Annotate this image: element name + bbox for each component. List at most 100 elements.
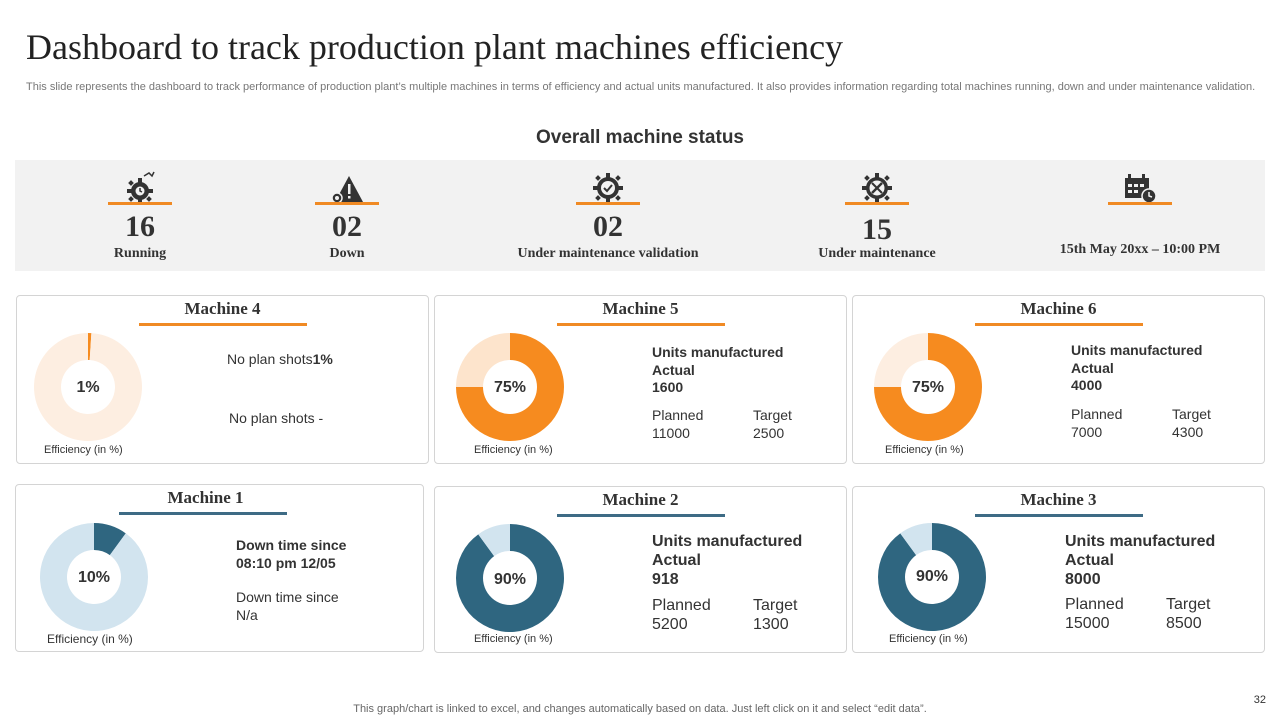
donut-slice-efficiency — [874, 333, 982, 441]
planned-value: 5200 — [652, 616, 688, 633]
gear-running-icon — [127, 171, 155, 204]
donut-slice-remaining — [900, 523, 932, 556]
donut-slice-efficiency — [88, 333, 92, 361]
actual-label: Actual — [652, 552, 701, 569]
target-label: Target — [753, 407, 792, 423]
title-underline — [974, 323, 1143, 326]
machine-6-percent: 75% — [911, 379, 945, 396]
status-running: 16 Running — [15, 160, 265, 271]
down-label: Down — [329, 246, 365, 261]
efficiency-label: Efficiency (in %) — [889, 633, 968, 645]
page-subtitle: This slide represents the dashboard to t… — [26, 81, 1256, 93]
machine-4-card: Machine 4 1% Efficiency (in %) No plan s… — [16, 295, 429, 464]
machine-1-title: Machine 1 — [167, 488, 244, 507]
status-down: 02 Down — [222, 160, 472, 271]
target-value: 1300 — [753, 616, 789, 633]
machine-4-donut — [33, 333, 142, 441]
target-value: 8500 — [1166, 615, 1202, 632]
title-underline — [138, 323, 307, 326]
planned-label: Planned — [1071, 406, 1123, 422]
no-plan-shots-line: No plan shots1% — [227, 350, 333, 368]
machine-2-card: Machine 2 90% Efficiency (in %) Units ma… — [434, 486, 847, 653]
machine-3-card: Machine 3 90% Efficiency (in %) Units ma… — [852, 486, 1265, 653]
title-underline — [556, 514, 725, 517]
status-rule — [845, 202, 909, 205]
maintenance-label: Under maintenance — [818, 246, 936, 261]
machine-5-donut — [456, 333, 564, 441]
machine-5-percent: 75% — [493, 379, 527, 396]
validation-label: Under maintenance validation — [517, 246, 699, 261]
running-label: Running — [113, 246, 167, 261]
running-count: 16 — [125, 210, 155, 243]
donut-slice-efficiency — [878, 523, 986, 631]
down-time-value-2: N/a — [236, 607, 258, 623]
title-underline — [974, 514, 1143, 517]
down-count: 02 — [332, 210, 362, 243]
gear-tools-icon — [862, 173, 892, 203]
status-under-maintenance: 15 Under maintenance — [752, 160, 1002, 271]
no-plan-shots-value: 1% — [312, 351, 333, 367]
donut-slice-remaining — [478, 524, 510, 557]
validation-count: 02 — [593, 210, 623, 243]
footer-note: This graph/chart is linked to excel, and… — [353, 703, 927, 715]
donut-slice-remaining — [456, 333, 510, 387]
donut-slice-efficiency — [94, 523, 126, 556]
maintenance-count: 15 — [862, 213, 892, 246]
calendar-clock-icon — [1125, 174, 1157, 204]
machine-1-percent: 10% — [77, 569, 111, 586]
status-rule — [576, 202, 640, 205]
status-rule — [1108, 202, 1172, 205]
actual-label: Actual — [1071, 360, 1114, 376]
efficiency-label: Efficiency (in %) — [885, 444, 964, 456]
machine-2-percent: 90% — [493, 571, 527, 588]
donut-slice-efficiency — [456, 333, 564, 441]
planned-value: 7000 — [1071, 424, 1103, 440]
actual-value: 4000 — [1071, 377, 1103, 393]
machine-6-donut — [874, 333, 982, 441]
actual-label: Actual — [1065, 552, 1114, 569]
machine-2-title: Machine 2 — [602, 490, 679, 509]
status-rule — [315, 202, 379, 205]
machine-3-percent: 90% — [915, 568, 949, 585]
planned-value: 11000 — [652, 425, 690, 441]
efficiency-label: Efficiency (in %) — [44, 444, 123, 456]
no-plan-shots-line-2: No plan shots - — [229, 410, 324, 426]
gear-check-icon — [593, 173, 623, 203]
machine-2-donut — [456, 524, 564, 632]
status-rule — [108, 202, 172, 205]
down-time-value: 08:10 pm 12/05 — [236, 555, 336, 571]
machine-4-percent: 1% — [76, 379, 100, 396]
units-manufactured-title: Units manufactured — [652, 533, 803, 550]
efficiency-label: Efficiency (in %) — [474, 633, 553, 645]
no-plan-shots-label: No plan shots — [227, 351, 313, 367]
target-value: 2500 — [753, 425, 785, 441]
donut-slice-remaining — [874, 333, 928, 387]
target-label: Target — [753, 597, 798, 614]
down-time-title-2: Down time since — [236, 589, 339, 605]
title-underline — [556, 323, 725, 326]
planned-label: Planned — [652, 407, 704, 423]
page-number: 32 — [1253, 694, 1266, 706]
down-time-title: Down time since — [236, 537, 347, 553]
status-heading: Overall machine status — [535, 127, 745, 148]
machine-6-title: Machine 6 — [1020, 299, 1097, 318]
page-title: Dashboard to track production plant mach… — [26, 27, 844, 67]
machine-5-title: Machine 5 — [602, 299, 679, 318]
machine-1-donut — [39, 523, 148, 631]
machine-4-title: Machine 4 — [184, 299, 261, 318]
machine-status-band: 16 Running 02 Down — [15, 160, 1265, 271]
machine-6-card: Machine 6 75% Efficiency (in %) Units ma… — [852, 295, 1265, 464]
actual-value: 8000 — [1065, 571, 1101, 588]
donut-slice-remaining — [33, 333, 142, 441]
actual-value: 918 — [652, 571, 679, 588]
machine-3-donut — [878, 523, 986, 631]
planned-label: Planned — [1065, 596, 1124, 613]
donut-slice-efficiency — [456, 524, 564, 632]
status-maintenance-validation: 02 Under maintenance validation — [483, 160, 733, 271]
actual-value: 1600 — [652, 379, 684, 395]
machine-5-card: Machine 5 75% Efficiency (in %) Units ma… — [434, 295, 847, 464]
planned-value: 15000 — [1065, 615, 1110, 632]
efficiency-label: Efficiency (in %) — [47, 632, 133, 646]
donut-slice-remaining — [39, 523, 148, 631]
warning-gear-icon — [331, 176, 363, 204]
